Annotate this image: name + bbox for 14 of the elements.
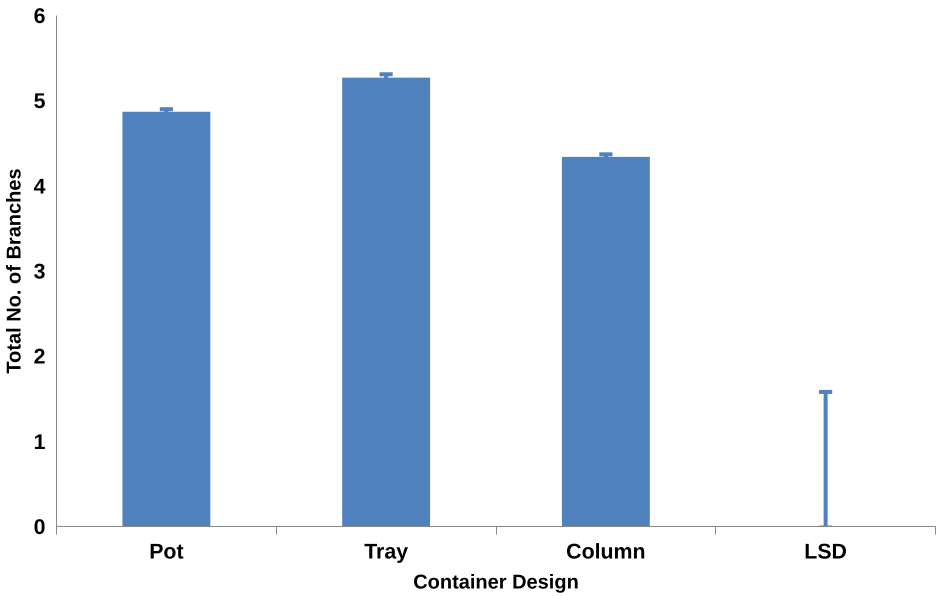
y-tick-label: 4 [34,174,46,198]
x-axis-title: Container Design [413,572,579,594]
y-tick-label: 2 [34,344,46,369]
y-axis-title: Total No. of Branches [4,168,26,374]
y-tick-label: 3 [34,260,46,284]
x-tick-label: Pot [149,540,184,564]
y-tick-label: 1 [34,430,46,454]
y-tick-label: 6 [34,4,46,28]
y-tick-label: 0 [34,515,46,539]
y-tick-label: 5 [34,89,46,114]
x-tick-label: Column [566,540,646,564]
bar [562,156,650,526]
x-tick-label: Tray [364,540,408,564]
x-tick-label: LSD [804,540,847,564]
